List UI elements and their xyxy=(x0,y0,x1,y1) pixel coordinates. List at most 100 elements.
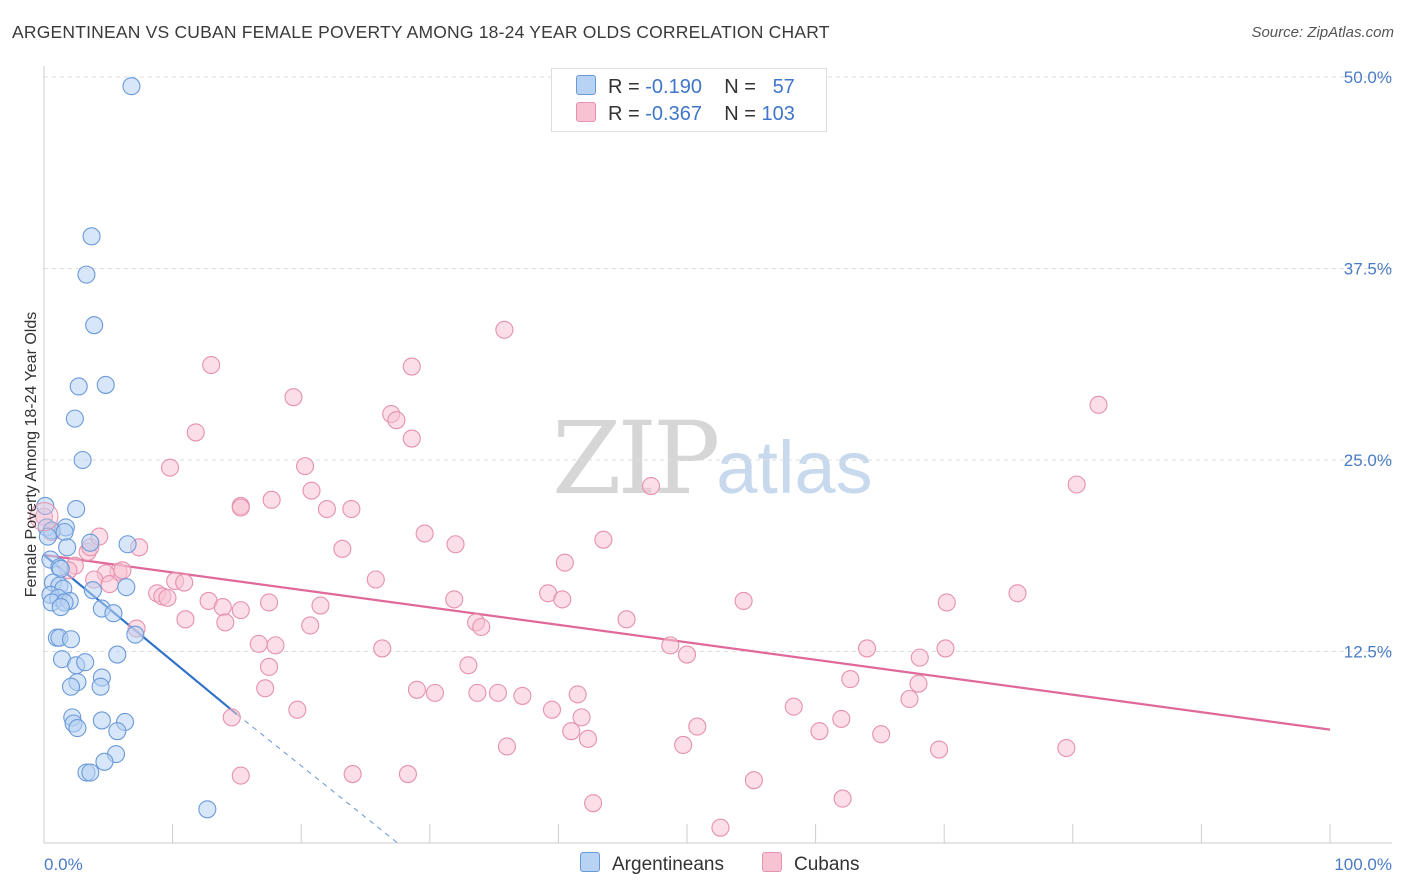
legend-item-argentineans[interactable]: Argentineans xyxy=(580,852,724,876)
argentinean-point xyxy=(68,719,87,738)
cuban-point xyxy=(459,656,478,675)
chart-title: ARGENTINEAN VS CUBAN FEMALE POVERTY AMON… xyxy=(12,22,830,42)
cuban-point xyxy=(674,735,693,755)
cuban-point xyxy=(841,670,860,689)
cuban-point xyxy=(402,357,421,376)
cuban-point xyxy=(910,648,929,667)
argentinean-point xyxy=(69,377,88,396)
argentinean-point xyxy=(108,722,127,741)
cuban-point xyxy=(311,596,330,615)
cuban-point xyxy=(446,535,465,554)
argentinean-point xyxy=(95,752,114,771)
argentinean-point xyxy=(91,677,110,696)
argentineans-swatch xyxy=(576,75,596,95)
chart-source: Source: ZipAtlas.com xyxy=(1251,24,1394,41)
cuban-point xyxy=(744,771,763,790)
cuban-point xyxy=(301,616,320,635)
cuban-point xyxy=(857,639,877,658)
watermark-zip: ZIP xyxy=(552,400,720,517)
argentinean-point xyxy=(58,538,77,557)
cubans-trend-line xyxy=(43,553,1331,731)
legend-n-value-argentineans: 57 xyxy=(772,76,795,98)
axes xyxy=(43,66,1392,844)
cuban-point xyxy=(202,355,221,375)
cuban-point xyxy=(259,657,279,676)
cuban-point xyxy=(288,700,307,719)
y-tick-label: 37.5% xyxy=(1344,260,1392,279)
cuban-point xyxy=(734,591,753,610)
cuban-point xyxy=(617,610,636,629)
cuban-point xyxy=(641,476,661,496)
y-tick-label: 50.0% xyxy=(1344,68,1392,87)
argentinean-point xyxy=(118,535,137,554)
cuban-point xyxy=(513,686,532,705)
cuban-point xyxy=(909,674,928,693)
cuban-point xyxy=(213,598,232,617)
cuban-point xyxy=(402,429,421,448)
cuban-point xyxy=(317,499,336,519)
cuban-point xyxy=(160,458,180,477)
cuban-point xyxy=(342,499,361,519)
x-tick-label: 0.0% xyxy=(44,855,83,874)
argentinean-point xyxy=(67,499,86,519)
legend-row-cubans: R = -0.367 N = 103 xyxy=(576,102,795,126)
argentinean-point xyxy=(104,604,123,623)
cuban-point xyxy=(231,601,250,620)
cuban-point xyxy=(249,634,268,653)
cuban-point xyxy=(302,481,321,500)
cuban-point xyxy=(216,613,235,632)
argentinean-point xyxy=(117,578,136,597)
legend-n-label: N = xyxy=(724,76,756,98)
cuban-point xyxy=(568,685,587,704)
argentinean-point xyxy=(122,77,141,96)
legend-label-argentineans: Argentineans xyxy=(612,854,724,875)
legend-r-value-argentineans: -0.190 xyxy=(645,76,702,98)
cuban-cluster-point xyxy=(29,502,59,532)
cuban-point xyxy=(100,575,119,594)
cuban-point xyxy=(387,411,406,430)
argentinean-point xyxy=(82,227,101,246)
argentinean-point xyxy=(92,711,111,730)
trend-lines xyxy=(43,553,1331,844)
legend-r-label: R = xyxy=(608,76,640,98)
cuban-point xyxy=(872,725,891,744)
argentinean-point xyxy=(83,581,102,600)
cuban-point xyxy=(158,588,177,607)
cuban-point xyxy=(555,553,574,572)
x-tick-label: 100.0% xyxy=(1334,855,1392,874)
cuban-point xyxy=(445,590,464,609)
cuban-point xyxy=(677,645,697,664)
tick-labels: 12.5% 25.0% 37.5% 50.0% 0.0% 100.0% Female Pov… xyxy=(23,68,1392,874)
grid-lines xyxy=(44,76,1392,652)
cuban-point xyxy=(472,617,491,637)
cuban-point xyxy=(113,561,132,580)
cuban-point xyxy=(468,683,487,702)
argentinean-point xyxy=(108,645,127,664)
cuban-point xyxy=(398,765,417,784)
cuban-point xyxy=(222,708,241,727)
legend-n-label: N = xyxy=(724,103,756,125)
cuban-point xyxy=(1067,475,1086,494)
cuban-point xyxy=(900,689,919,709)
cuban-point xyxy=(594,530,613,549)
argentinean-point xyxy=(81,763,100,782)
argentinean-point xyxy=(65,409,84,428)
cuban-point xyxy=(425,683,444,702)
argentinean-point xyxy=(76,653,95,672)
cuban-point xyxy=(415,524,434,543)
argentinean-point xyxy=(61,677,81,696)
cuban-point xyxy=(584,794,603,813)
cuban-point xyxy=(711,818,730,837)
cuban-point xyxy=(284,388,303,407)
cuban-point xyxy=(176,610,195,629)
argentinean-point xyxy=(51,598,70,617)
cuban-point xyxy=(562,722,581,741)
legend-r-label: R = xyxy=(608,103,640,125)
argentinean-point xyxy=(198,800,217,819)
legend-item-cubans[interactable]: Cubans xyxy=(762,852,860,876)
argentinean-point xyxy=(36,496,55,516)
cuban-point xyxy=(343,765,362,784)
y-tick-label: 25.0% xyxy=(1344,451,1392,470)
cuban-point xyxy=(1089,395,1108,414)
